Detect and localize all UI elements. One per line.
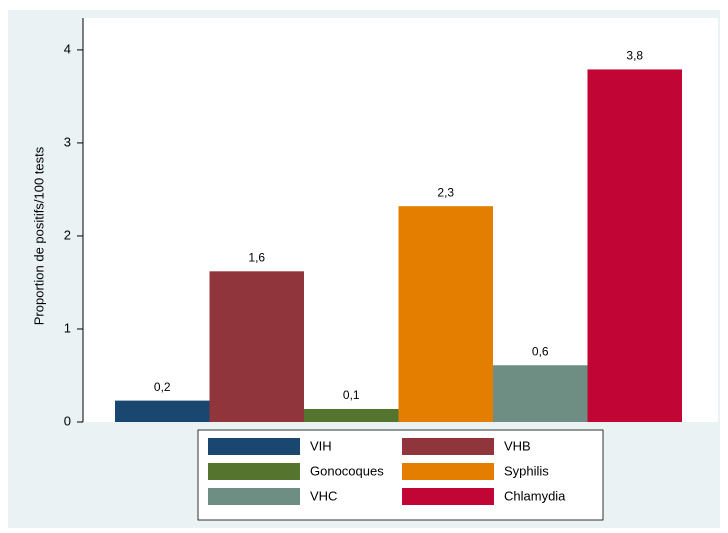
bar (209, 271, 304, 422)
y-tick-label: 1 (64, 320, 71, 335)
y-axis-title: Proportion de positifs/100 tests (31, 146, 46, 325)
value-label: 0,2 (154, 380, 171, 394)
legend-label: Gonocoques (310, 463, 384, 478)
value-label: 1,6 (248, 250, 265, 264)
legend-label: VIH (310, 438, 332, 453)
bar (587, 69, 682, 422)
value-label: 2,3 (437, 185, 454, 199)
value-label: 3,8 (626, 49, 643, 63)
legend-swatch (208, 438, 300, 455)
bar (398, 206, 493, 422)
legend-label: VHC (310, 488, 337, 503)
y-tick-label: 0 (64, 413, 71, 428)
legend-swatch (208, 488, 300, 505)
legend-label: Syphilis (504, 463, 549, 478)
legend-swatch (402, 488, 494, 505)
legend-swatch (402, 438, 494, 455)
y-tick-label: 2 (64, 227, 71, 242)
y-tick-label: 3 (64, 134, 71, 149)
bar (115, 400, 210, 422)
y-tick-label: 4 (64, 41, 71, 56)
value-label: 0,6 (532, 344, 549, 358)
bar (493, 365, 588, 422)
legend-swatch (402, 463, 494, 480)
legend-label: Chlamydia (504, 488, 566, 503)
value-label: 0,1 (343, 388, 360, 402)
legend-swatch (208, 463, 300, 480)
legend-label: VHB (504, 438, 531, 453)
bar (304, 408, 399, 422)
